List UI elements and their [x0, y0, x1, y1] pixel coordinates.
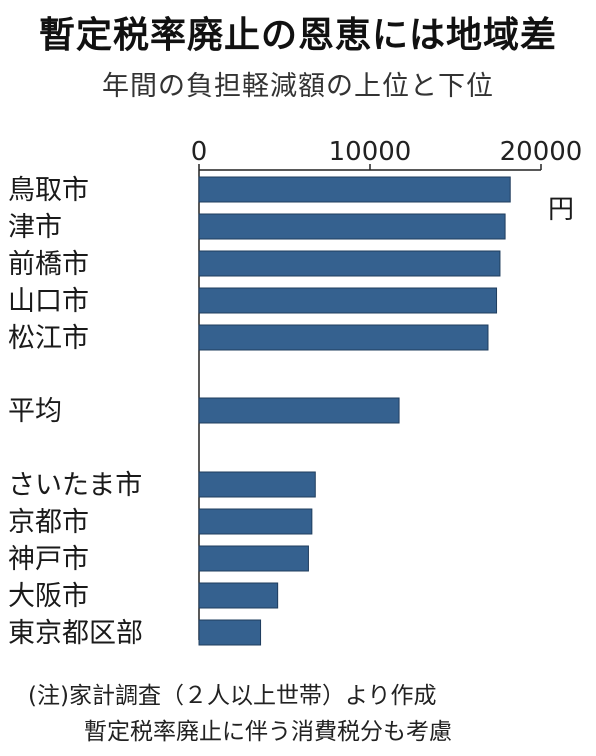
- bar: [198, 471, 316, 498]
- footnote-consumption-tax: 暫定税率廃止に伴う消費税分も考慮: [84, 719, 452, 745]
- x-tick-label: 0: [191, 137, 208, 167]
- category-label: さいたま市: [8, 470, 142, 501]
- category-label: 平均: [8, 396, 62, 427]
- bar: [198, 508, 313, 535]
- bar: [198, 582, 279, 609]
- category-label: 東京都区部: [8, 618, 143, 649]
- bar: [198, 176, 511, 203]
- category-label: 松江市: [8, 323, 89, 354]
- chart-subtitle: 年間の負担軽減額の上位と下位: [102, 71, 494, 102]
- category-label: 神戸市: [8, 544, 89, 575]
- bar: [198, 324, 489, 351]
- category-label: 山口市: [8, 286, 89, 317]
- category-label: 鳥取市: [8, 175, 89, 206]
- unit-label: 円: [548, 195, 574, 225]
- footnote-source: (注)家計調査（２人以上世帯）より作成: [28, 683, 437, 709]
- category-label: 大阪市: [8, 581, 89, 612]
- x-axis-ticks: 0 10000 20000: [191, 137, 583, 640]
- bar: [198, 619, 262, 646]
- bar: [198, 213, 506, 240]
- bar: [198, 287, 498, 314]
- bars: [198, 176, 511, 646]
- bar: [198, 397, 400, 424]
- category-label: 津市: [8, 212, 62, 243]
- x-tick-label: 20000: [500, 137, 583, 167]
- chart-title: 暫定税率廃止の恩恵には地域差: [38, 15, 557, 56]
- bar: [198, 250, 501, 277]
- bar-chart: 0 10000 20000 鳥取市津市前橋市山口市松江市平均さいたま市京都市神戸市大…: [8, 137, 583, 649]
- x-tick-label: 10000: [329, 137, 412, 167]
- category-label: 京都市: [8, 507, 89, 538]
- bar: [198, 545, 309, 572]
- category-label: 前橋市: [8, 249, 89, 280]
